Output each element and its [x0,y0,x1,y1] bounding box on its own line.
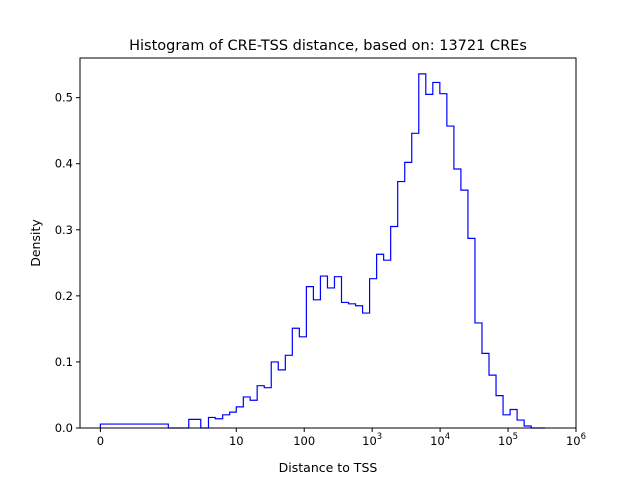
y-tick-label: 0.4 [55,157,73,171]
y-tick-label: 0.3 [55,223,73,237]
plot-area [99,73,546,429]
histogram-step-line [99,73,546,429]
y-tick-label: 0.2 [55,289,73,303]
y-tick-label: 0.0 [55,421,73,435]
chart-title: Histogram of CRE-TSS distance, based on:… [129,38,527,54]
x-tick-label: 104 [430,432,450,448]
plot-frame [79,57,577,429]
x-tick-label: 103 [362,432,382,448]
x-axis: 0 10 100 103 104 105 106 [97,428,586,448]
y-axis: 0.0 0.1 0.2 0.3 0.4 0.5 [55,91,80,435]
y-axis-label: Density [28,219,43,267]
x-tick-label: 100 [293,434,315,448]
x-tick-label: 10 [229,434,244,448]
x-tick-label: 105 [498,432,518,448]
x-axis-label: Distance to TSS [279,460,378,475]
y-tick-label: 0.5 [55,91,73,105]
x-tick-label: 106 [566,432,586,448]
y-tick-label: 0.1 [55,355,73,369]
x-tick-label: 0 [97,434,104,448]
